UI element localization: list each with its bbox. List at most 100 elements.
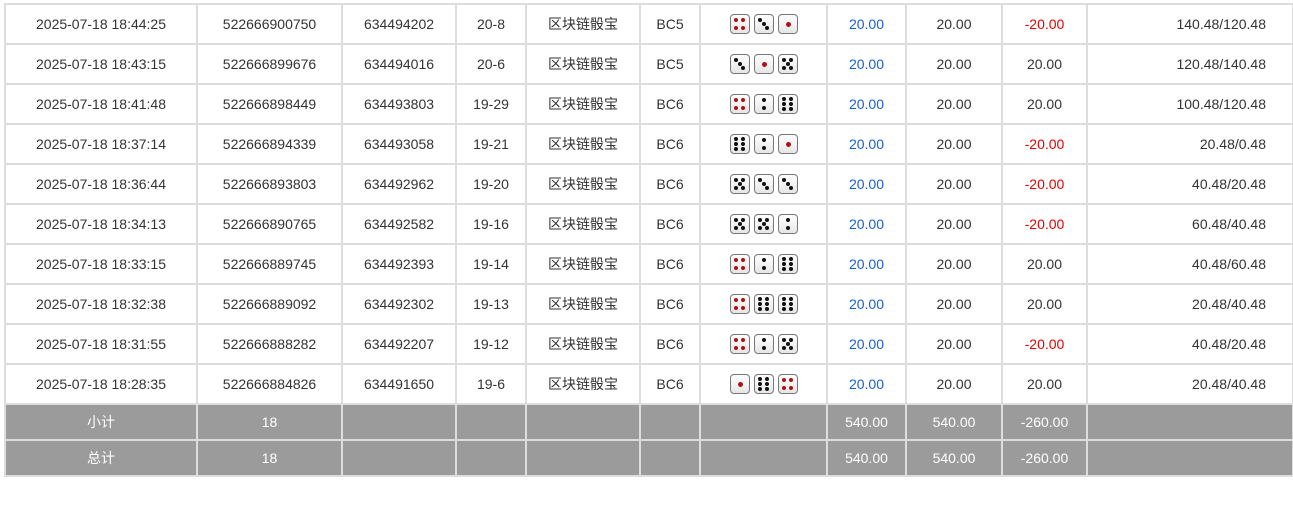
- cell-balance: 120.48/140.48: [1086, 43, 1293, 85]
- pip: [765, 382, 770, 386]
- pip: [789, 302, 794, 306]
- cell-time: 2025-07-18 18:43:15: [4, 43, 198, 85]
- pip: [741, 298, 746, 303]
- die-5-icon: [777, 54, 798, 74]
- pip: [741, 137, 746, 142]
- pip: [733, 338, 738, 343]
- cell-bet: 20.00: [826, 243, 907, 285]
- table-row: 2025-07-18 18:34:13 522666890765 634492582…: [4, 203, 1293, 245]
- pip: [789, 338, 794, 343]
- dice-result: [729, 14, 798, 34]
- pip: [761, 338, 766, 343]
- dice-result: [729, 294, 798, 314]
- die-3-icon: [729, 54, 750, 74]
- cell-round: 19-13: [455, 283, 527, 325]
- cell-issue: 634493803: [341, 83, 457, 125]
- cell-time: 2025-07-18 18:36:44: [4, 163, 198, 205]
- pip: [789, 297, 794, 302]
- table-row: 2025-07-18 18:28:35 522666884826 634491650…: [4, 363, 1293, 405]
- cell-valid: 20.00: [905, 323, 1003, 365]
- table-row: 2025-07-18 18:31:55 522666888282 634492207…: [4, 323, 1293, 365]
- die-3-icon: [753, 14, 774, 34]
- cell-valid: 20.00: [905, 123, 1003, 165]
- die-1-icon: [777, 134, 798, 154]
- die-6-icon: [777, 254, 798, 274]
- pip: [757, 386, 762, 391]
- pip: [737, 222, 742, 226]
- pip: [733, 178, 738, 183]
- pip: [789, 257, 794, 262]
- cell-table: BC6: [639, 203, 701, 245]
- cell-round: 19-20: [455, 163, 527, 205]
- pip: [733, 137, 738, 142]
- cell-bet: 20.00: [826, 123, 907, 165]
- pip: [741, 142, 746, 146]
- cell-time: 2025-07-18 18:34:13: [4, 203, 198, 245]
- cell-round: 19-12: [455, 323, 527, 365]
- pip: [789, 266, 794, 271]
- cell-game: 区块链骰宝: [525, 43, 641, 85]
- die-3-icon: [753, 174, 774, 194]
- pip: [733, 142, 738, 146]
- cell-bet: 20.00: [826, 43, 907, 85]
- bet-records-table: 2025-07-18 18:44:25 522666900750 634494202…: [4, 3, 1293, 477]
- pip: [781, 338, 786, 343]
- pip: [733, 305, 738, 310]
- cell-table: BC6: [639, 323, 701, 365]
- cell-valid: 20.00: [905, 243, 1003, 285]
- cell-id: 522666888282: [196, 323, 343, 365]
- cell-round: 19-14: [455, 243, 527, 285]
- die-4-icon: [729, 334, 750, 354]
- cell-valid: 20.00: [905, 163, 1003, 205]
- cell-id: 522666890765: [196, 203, 343, 245]
- pip: [741, 338, 746, 343]
- cell-win: -20.00: [1001, 3, 1088, 45]
- cell-win: -20.00: [1001, 123, 1088, 165]
- cell-game: 区块链骰宝: [525, 323, 641, 365]
- cell-time: 2025-07-18 18:31:55: [4, 323, 198, 365]
- die-6-icon: [753, 374, 774, 394]
- die-6-icon: [729, 134, 750, 154]
- pip: [765, 218, 770, 223]
- pip: [761, 138, 766, 143]
- cell-game: 区块链骰宝: [525, 203, 641, 245]
- pip: [733, 218, 738, 223]
- cell-balance: 60.48/40.48: [1086, 203, 1293, 245]
- cell-time: 2025-07-18 18:37:14: [4, 123, 198, 165]
- pip: [781, 306, 786, 311]
- pip: [781, 257, 786, 262]
- pip: [789, 97, 794, 102]
- pip: [761, 62, 767, 67]
- pip: [785, 142, 791, 147]
- cell-time: 2025-07-18 18:44:25: [4, 3, 198, 45]
- cell-id: 522666894339: [196, 123, 343, 165]
- dice-result: [729, 54, 798, 74]
- cell-valid: 20.00: [905, 43, 1003, 85]
- pip: [737, 382, 743, 387]
- die-3-icon: [777, 174, 798, 194]
- total-win: -260.00: [1001, 439, 1088, 477]
- cell-time: 2025-07-18 18:32:38: [4, 283, 198, 325]
- die-5-icon: [729, 214, 750, 234]
- pip: [781, 65, 786, 70]
- subtotal-row: 小计 18 540.00 540.00 -260.00: [4, 403, 1293, 441]
- pip: [761, 98, 766, 103]
- pip: [733, 18, 738, 23]
- die-6-icon: [777, 294, 798, 314]
- cell-balance: 20.48/40.48: [1086, 363, 1293, 405]
- pip: [757, 178, 762, 183]
- die-1-icon: [753, 54, 774, 74]
- pip: [741, 178, 746, 183]
- cell-dice: [699, 3, 828, 45]
- pip: [781, 102, 786, 106]
- cell-issue: 634492962: [341, 163, 457, 205]
- cell-dice: [699, 123, 828, 165]
- cell-id: 522666898449: [196, 83, 343, 125]
- pip: [741, 98, 746, 103]
- pip: [789, 378, 794, 383]
- table-row: 2025-07-18 18:37:14 522666894339 634493058…: [4, 123, 1293, 165]
- pip: [781, 385, 786, 390]
- cell-dice: [699, 323, 828, 365]
- pip: [757, 225, 762, 230]
- pip: [761, 258, 766, 263]
